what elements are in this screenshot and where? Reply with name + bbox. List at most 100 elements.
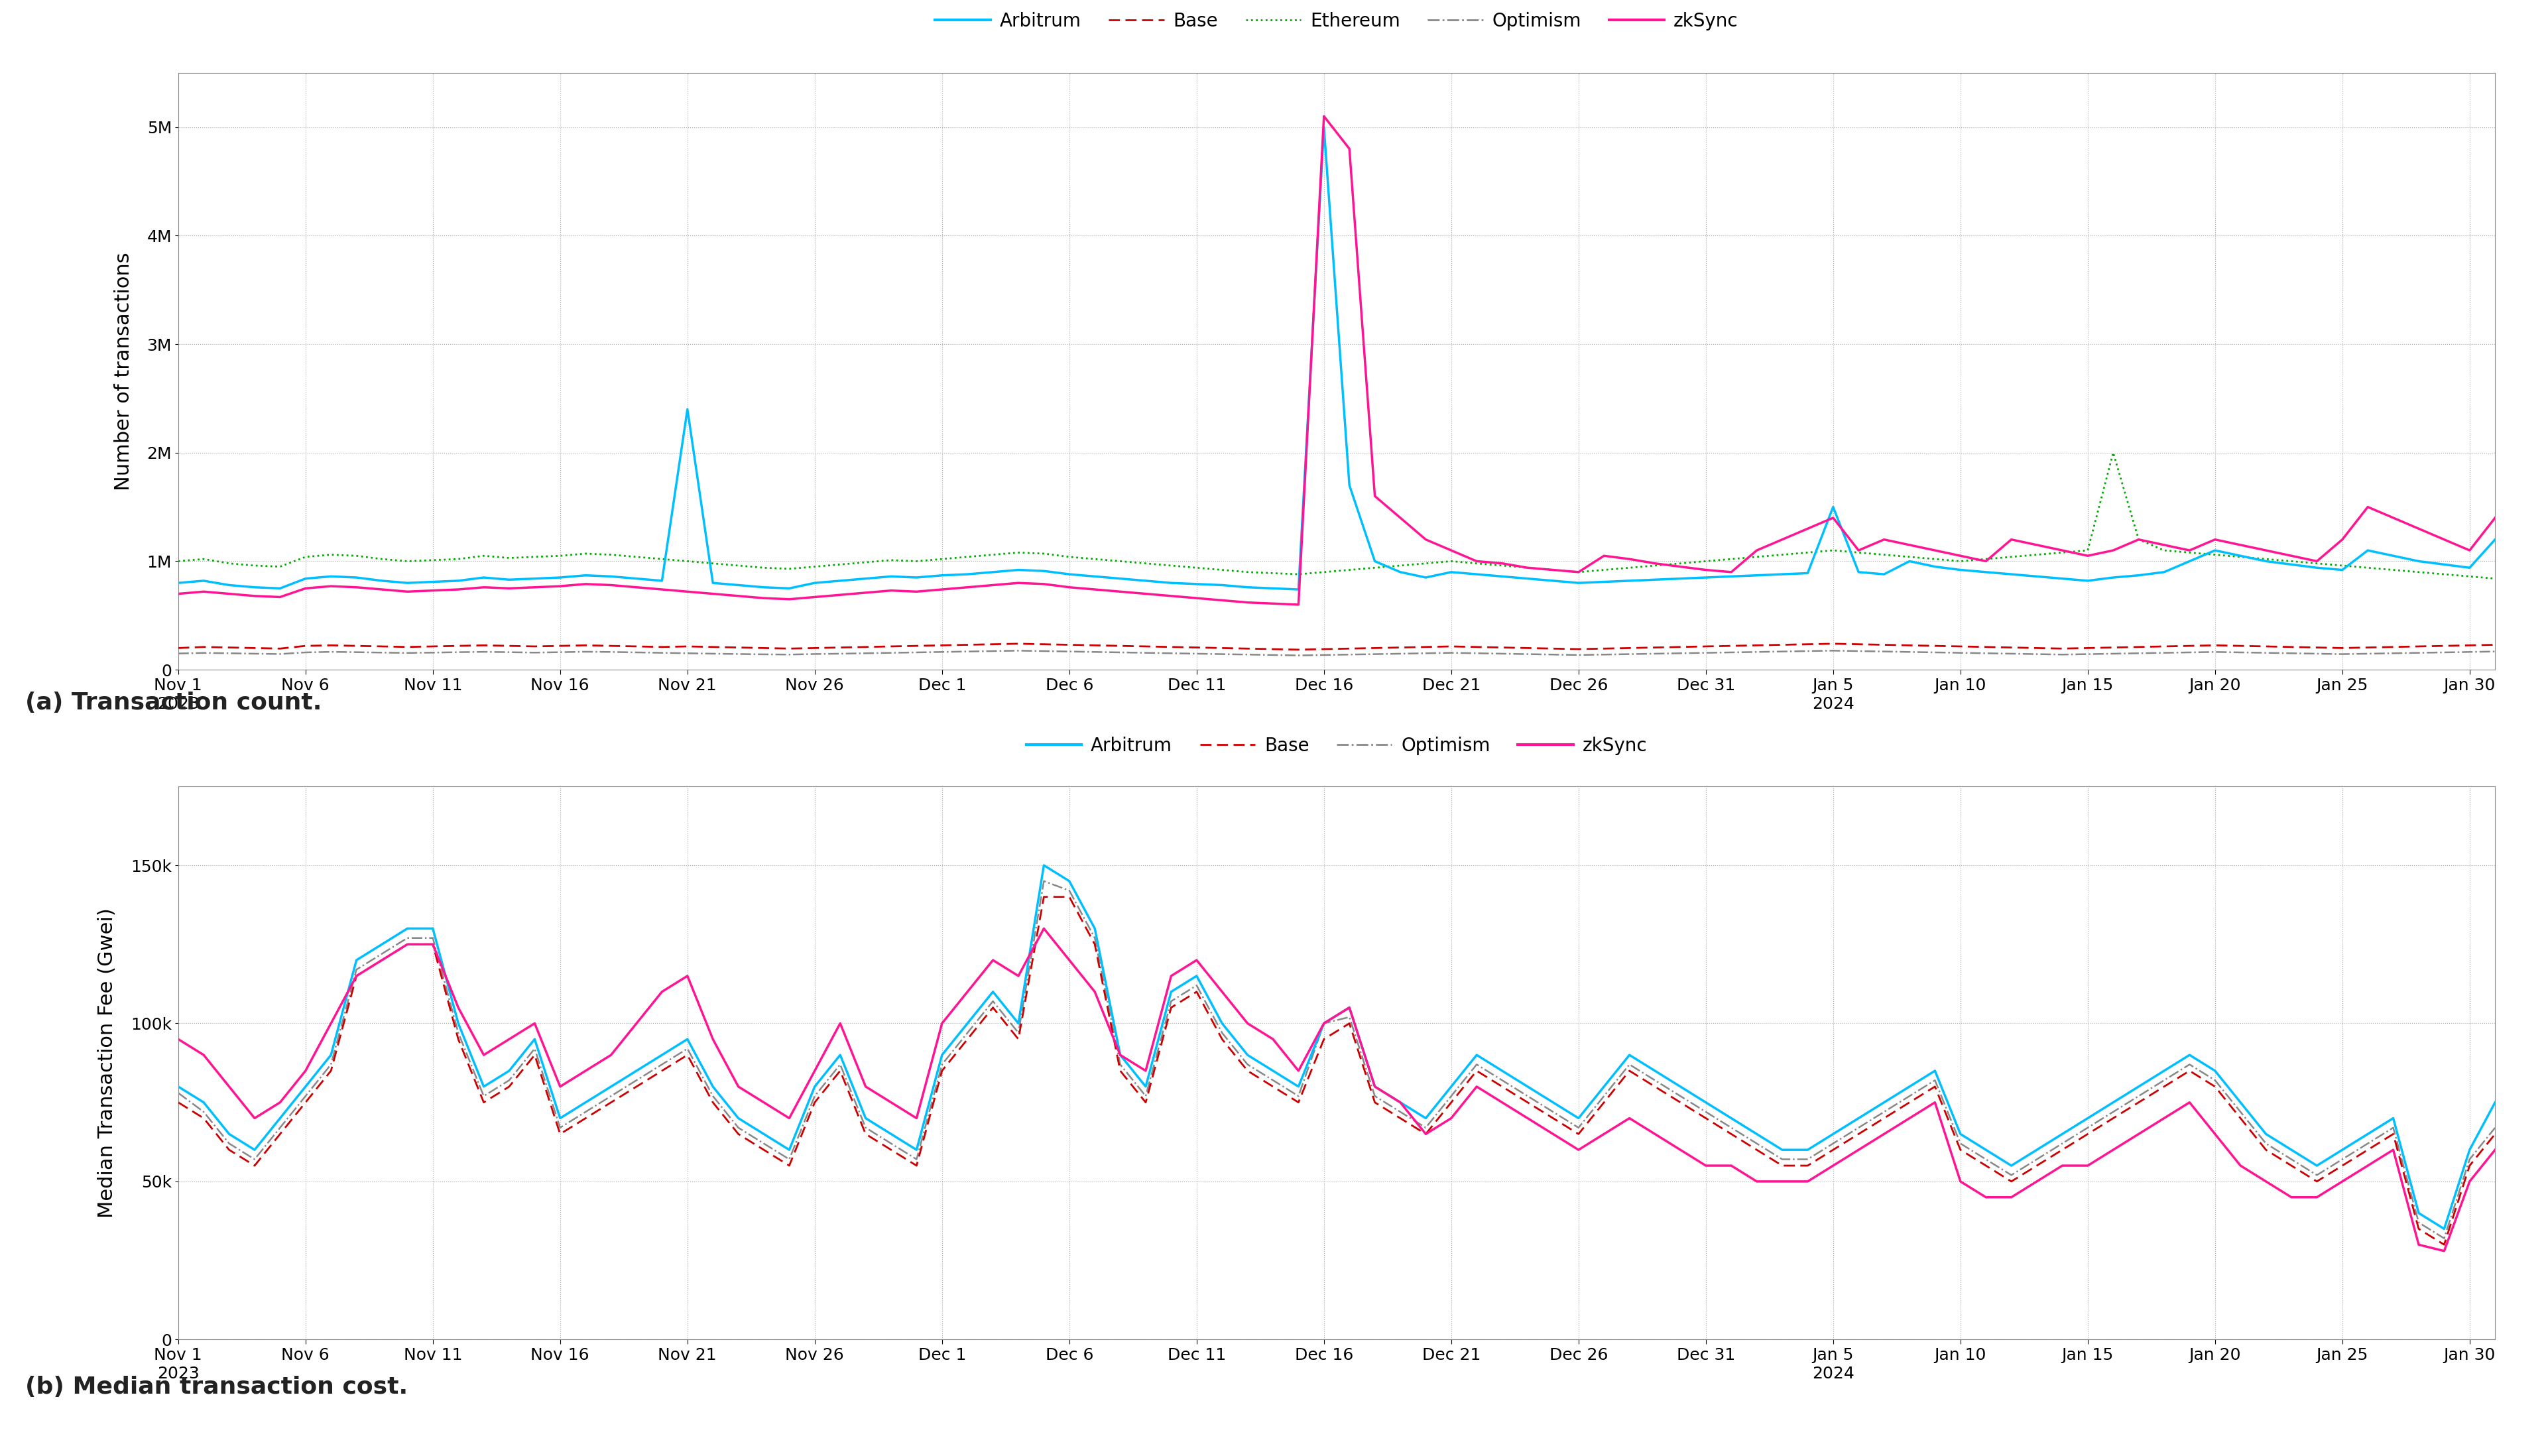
zkSync xyxy=(163,585,193,603)
Arbitrum xyxy=(2022,568,2052,585)
Arbitrum xyxy=(1029,856,1059,874)
Line: Arbitrum: Arbitrum xyxy=(178,127,2495,590)
Optimism xyxy=(1029,872,1059,890)
Legend: Arbitrum, Base, Ethereum, Optimism, zkSync: Arbitrum, Base, Ethereum, Optimism, zkSy… xyxy=(927,4,1747,38)
Legend: Arbitrum, Base, Optimism, zkSync: Arbitrum, Base, Optimism, zkSync xyxy=(1018,729,1655,763)
zkSync xyxy=(1283,596,1314,613)
Base xyxy=(2022,639,2052,657)
Line: Optimism: Optimism xyxy=(178,881,2495,1239)
Ethereum xyxy=(2022,546,2052,563)
Optimism xyxy=(2480,642,2510,660)
zkSync xyxy=(2047,1158,2078,1175)
Optimism xyxy=(1920,644,1950,661)
Base xyxy=(1920,638,1950,655)
Arbitrum xyxy=(1589,574,1619,591)
Base xyxy=(1996,1172,2027,1190)
Base xyxy=(2149,638,2179,655)
Base xyxy=(2047,1142,2078,1159)
zkSync xyxy=(2047,542,2078,559)
Optimism xyxy=(2022,1150,2052,1168)
Optimism xyxy=(2429,1230,2459,1248)
Ethereum xyxy=(2098,444,2128,462)
Y-axis label: Median Transaction Fee (Gwei): Median Transaction Fee (Gwei) xyxy=(97,907,117,1219)
Optimism xyxy=(2072,645,2103,662)
Y-axis label: Number of transactions: Number of transactions xyxy=(115,252,132,491)
zkSync xyxy=(163,1031,193,1048)
Optimism xyxy=(2047,1134,2078,1152)
Optimism xyxy=(1589,646,1619,664)
zkSync xyxy=(1563,1142,1594,1159)
zkSync xyxy=(2480,510,2510,527)
Arbitrum xyxy=(2022,1142,2052,1159)
Ethereum xyxy=(2480,569,2510,587)
Base xyxy=(2429,1236,2459,1254)
Arbitrum xyxy=(2480,1093,2510,1111)
Ethereum xyxy=(1869,546,1899,563)
zkSync xyxy=(2022,536,2052,553)
zkSync xyxy=(1996,1188,2027,1206)
Arbitrum xyxy=(1309,118,1339,135)
Optimism xyxy=(2022,645,2052,662)
Arbitrum xyxy=(1996,1158,2027,1175)
Text: (b) Median transaction cost.: (b) Median transaction cost. xyxy=(25,1376,407,1398)
Arbitrum xyxy=(163,1077,193,1095)
Base xyxy=(2022,1158,2052,1175)
Base xyxy=(2480,1125,2510,1143)
Line: Ethereum: Ethereum xyxy=(178,453,2495,578)
zkSync xyxy=(1309,108,1339,125)
Base xyxy=(2123,1093,2154,1111)
Arbitrum xyxy=(2047,1125,2078,1143)
zkSync xyxy=(1894,1109,1925,1127)
Arbitrum xyxy=(2149,563,2179,581)
Optimism xyxy=(1563,1120,1594,1137)
Optimism xyxy=(163,1085,193,1102)
Base xyxy=(2072,639,2103,657)
Base xyxy=(1003,635,1034,652)
Optimism xyxy=(1283,646,1314,664)
Arbitrum xyxy=(2123,1077,2154,1095)
zkSync xyxy=(2480,1142,2510,1159)
zkSync xyxy=(1029,920,1059,938)
Arbitrum xyxy=(163,574,193,591)
Optimism xyxy=(2149,644,2179,661)
Optimism xyxy=(2123,1088,2154,1105)
Ethereum xyxy=(2123,531,2154,549)
Optimism xyxy=(2480,1120,2510,1137)
zkSync xyxy=(1920,542,1950,559)
zkSync xyxy=(2429,1242,2459,1259)
Text: (a) Transaction count.: (a) Transaction count. xyxy=(25,692,323,713)
Arbitrum xyxy=(2072,572,2103,590)
Arbitrum xyxy=(2480,531,2510,549)
Ethereum xyxy=(1996,547,2027,565)
Base xyxy=(1563,1125,1594,1143)
Optimism xyxy=(2047,646,2078,664)
Line: Base: Base xyxy=(178,644,2495,649)
Optimism xyxy=(1003,642,1034,660)
zkSync xyxy=(1589,547,1619,565)
Base xyxy=(2047,639,2078,657)
Base xyxy=(1894,1093,1925,1111)
Arbitrum xyxy=(1283,581,1314,598)
zkSync xyxy=(2123,1125,2154,1143)
zkSync xyxy=(2149,536,2179,553)
Base xyxy=(1283,641,1314,658)
Base xyxy=(163,639,193,657)
zkSync xyxy=(2022,1172,2052,1190)
Line: zkSync: zkSync xyxy=(178,116,2495,604)
Arbitrum xyxy=(1920,558,1950,575)
Ethereum xyxy=(1538,561,1568,578)
Base xyxy=(1029,888,1059,906)
Line: Base: Base xyxy=(178,897,2495,1245)
Arbitrum xyxy=(2047,569,2078,587)
Arbitrum xyxy=(1894,1077,1925,1095)
Arbitrum xyxy=(2429,1220,2459,1238)
Line: Optimism: Optimism xyxy=(178,651,2495,655)
Base xyxy=(1589,639,1619,657)
Optimism xyxy=(1996,1166,2027,1184)
Base xyxy=(163,1093,193,1111)
Base xyxy=(2480,636,2510,654)
Line: zkSync: zkSync xyxy=(178,929,2495,1251)
Line: Arbitrum: Arbitrum xyxy=(178,865,2495,1229)
Optimism xyxy=(1894,1088,1925,1105)
Ethereum xyxy=(163,552,193,569)
